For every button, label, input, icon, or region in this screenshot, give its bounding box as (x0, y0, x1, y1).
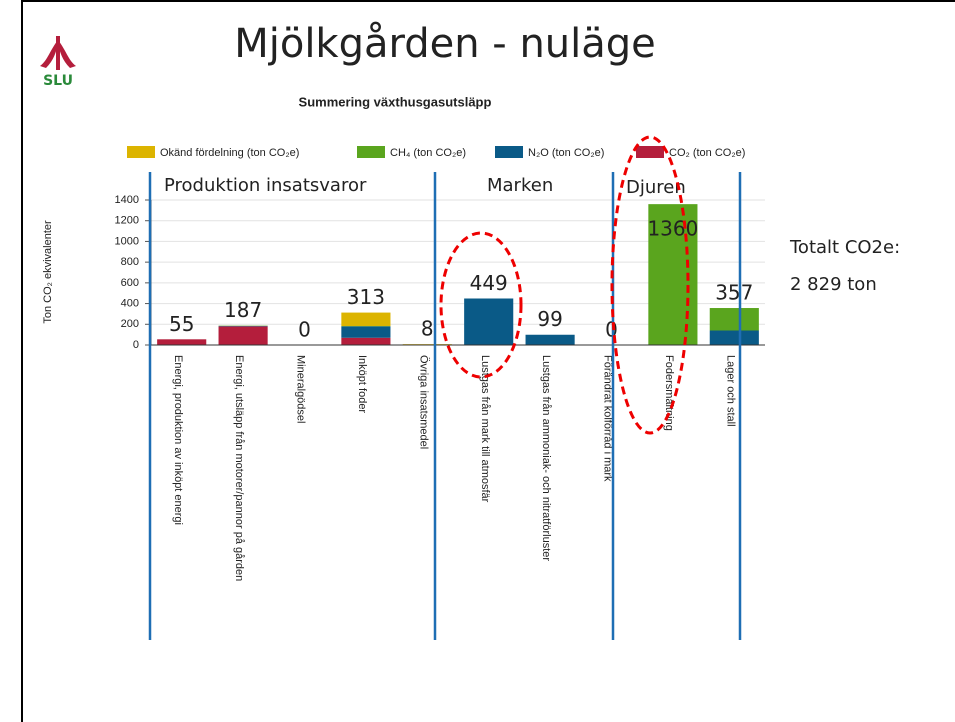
x-tick-label: Lager och stall (724, 355, 736, 427)
bar-segment (341, 312, 391, 327)
bar-segment (218, 326, 268, 345)
chart: 0 200 400 600 800 1000 1200 1400 Okänd fördelnin… (115, 146, 765, 581)
bar-segment (157, 339, 207, 345)
y-tick-label: 800 (121, 256, 139, 268)
total-label: 187 (224, 298, 262, 322)
total-label: 8 (421, 317, 434, 341)
section-label: Djuren (626, 177, 686, 198)
y-tick-label: 600 (121, 277, 139, 289)
y-tick-label: 0 (133, 339, 139, 351)
y-tick-label: 400 (121, 297, 139, 309)
x-tick-label: Inköpt foder (356, 355, 368, 413)
y-axis-label: Ton CO₂ ekvivalenter (42, 220, 54, 324)
legend-label: Okänd fördelning (ton CO₂e) (160, 147, 299, 159)
logo-leaf (40, 40, 58, 68)
bar-segment (709, 330, 759, 345)
x-tick-label: Övriga insatsmedel (417, 355, 429, 449)
y-tick-label: 1000 (115, 235, 139, 247)
total-label: 99 (537, 307, 562, 331)
total-label: 1360 (647, 217, 698, 241)
y-tick-label: 1200 (115, 215, 139, 227)
total-label: 313 (347, 285, 385, 309)
logo-leaf (58, 40, 76, 68)
x-tick-label: Förändrat kolförråd i mark (602, 355, 614, 482)
legend-label: CO₂ (ton CO₂e) (669, 147, 745, 159)
x-tick-label: Fodersmältning (663, 355, 675, 431)
bar-segment (464, 298, 514, 345)
y-tick-label: 200 (121, 318, 139, 330)
legend-swatch (127, 146, 155, 158)
x-tick-label: Energi, produktion av inköpt energi (172, 355, 184, 525)
section-label: Marken (487, 175, 553, 196)
logo: SLU (40, 36, 76, 89)
y-tick-label: 1400 (115, 194, 139, 206)
logo-stem (56, 36, 60, 70)
bar-segment (525, 334, 575, 345)
bar-segment (341, 326, 391, 338)
total-text: Totalt CO2e: (789, 237, 900, 258)
x-tick-label: Lustgas från ammoniak- och nitratförlust… (540, 355, 552, 561)
highlight-ellipse (610, 135, 690, 435)
bar-segment (341, 337, 391, 345)
total-label: 357 (715, 281, 753, 305)
total-label: 0 (298, 318, 311, 342)
bar-segment (709, 308, 759, 331)
slide-border (21, 0, 955, 722)
total-label: 55 (169, 312, 194, 336)
logo-text: SLU (43, 73, 73, 89)
total-text: 2 829 ton (790, 274, 877, 295)
legend-label: CH₄ (ton CO₂e) (390, 147, 466, 159)
x-tick-label: Lustgas från mark till atmosfär (479, 355, 491, 503)
x-tick-label: Energi, utsläpp från motorer/pannor på g… (233, 355, 245, 581)
legend-swatch (357, 146, 385, 158)
legend-swatch (636, 146, 664, 158)
section-label: Produktion insatsvaror (164, 175, 367, 196)
highlight-ellipse (439, 231, 523, 379)
legend-label: N₂O (ton CO₂e) (528, 147, 604, 159)
legend-swatch (495, 146, 523, 158)
x-tick-label: Mineralgödsel (295, 355, 307, 423)
slide-title: Mjölkgården - nuläge (234, 21, 656, 67)
chart-title: Summering växthusgasutsläpp (299, 94, 492, 109)
total-label: 449 (470, 271, 508, 295)
